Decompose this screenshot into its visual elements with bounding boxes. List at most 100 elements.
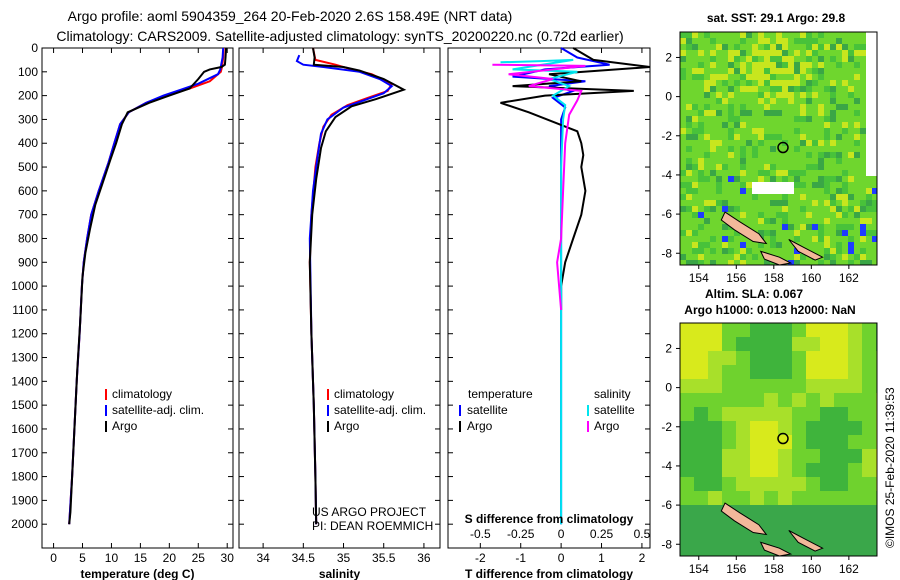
map-cell <box>860 122 867 129</box>
map-cell <box>722 242 729 249</box>
map-cell <box>740 110 747 117</box>
y-tick-label: 1300 <box>11 351 38 365</box>
map-cell <box>854 218 861 225</box>
map-cell <box>758 224 765 231</box>
map-cell <box>854 158 861 165</box>
map-cell <box>800 158 807 165</box>
map-cell <box>854 248 861 255</box>
map-cell <box>698 74 705 81</box>
map-cell <box>834 421 849 436</box>
x-tick-label: 10 <box>105 551 119 565</box>
map-cell <box>752 188 759 195</box>
map-cell <box>722 134 729 141</box>
map-cell <box>794 248 801 255</box>
map-cell <box>722 407 737 422</box>
map-cell <box>680 379 695 394</box>
map-cell <box>794 194 801 201</box>
map-cell <box>788 248 795 255</box>
map-cell <box>836 74 843 81</box>
map-cell <box>872 236 877 243</box>
map-cell <box>778 505 793 520</box>
map-cell <box>866 140 873 147</box>
map-cell <box>758 104 765 111</box>
map-cell <box>830 224 837 231</box>
map-cell <box>788 170 795 177</box>
map-cell <box>848 92 855 99</box>
map-cell <box>806 74 813 81</box>
map-cell <box>770 194 777 201</box>
map-cell <box>776 38 783 45</box>
map-cell <box>860 110 867 117</box>
map-cell <box>716 230 723 237</box>
map-cell <box>848 393 863 408</box>
map-cell <box>806 477 821 492</box>
x-tick-label: 25 <box>192 551 206 565</box>
map-cell <box>740 206 747 213</box>
map-cell <box>694 351 709 366</box>
map-cell <box>842 146 849 153</box>
map-cell <box>770 212 777 219</box>
map-cell <box>866 98 873 105</box>
map-cell <box>694 393 709 408</box>
map-cell <box>824 200 831 207</box>
map-cell <box>824 230 831 237</box>
map-cell <box>752 80 759 87</box>
map-cell <box>728 80 735 87</box>
map-cell <box>788 128 795 135</box>
map-cell <box>842 68 849 75</box>
map-cell <box>788 104 795 111</box>
map-cell <box>834 533 849 548</box>
map-cell <box>704 50 711 57</box>
map-cell <box>866 254 873 261</box>
map-cell <box>800 68 807 75</box>
map-cell <box>746 110 753 117</box>
map-cell <box>770 62 777 69</box>
map-cell <box>770 86 777 93</box>
map-cell <box>860 44 867 51</box>
map-cell <box>770 236 777 243</box>
map-cell <box>800 140 807 147</box>
map-cell <box>764 435 779 450</box>
map-cell <box>866 200 873 207</box>
map-cell <box>708 407 723 422</box>
map-cell <box>694 463 709 478</box>
map-cell <box>842 254 849 261</box>
map-cell <box>848 379 863 394</box>
map-cell <box>806 200 813 207</box>
map-cell <box>746 200 753 207</box>
x2-tick-label: 0.5 <box>634 527 651 541</box>
map-cell <box>694 505 709 520</box>
map-cell <box>834 519 849 534</box>
map-cell <box>794 206 801 213</box>
map-cell <box>824 128 831 135</box>
map-cell <box>680 224 687 231</box>
map-cell <box>806 188 813 195</box>
map-cell <box>800 182 807 189</box>
map-cell <box>818 116 825 123</box>
map-cell <box>776 194 783 201</box>
map-cell <box>818 170 825 177</box>
map-cell <box>836 236 843 243</box>
map-cell <box>734 68 741 75</box>
map-cell <box>722 158 729 165</box>
map-cell <box>860 158 867 165</box>
map-cell <box>734 62 741 69</box>
map-cell <box>854 98 861 105</box>
map-cell <box>830 62 837 69</box>
map-cell <box>836 110 843 117</box>
map-cell <box>824 212 831 219</box>
map-cell <box>794 110 801 117</box>
map-cell <box>806 435 821 450</box>
map-cell <box>758 218 765 225</box>
map-cell <box>836 38 843 45</box>
map-cell <box>764 128 771 135</box>
map-cell <box>686 68 693 75</box>
map-cell <box>872 32 877 39</box>
map-cell <box>812 140 819 147</box>
map-cell <box>848 128 855 135</box>
map-cell <box>848 194 855 201</box>
map-cell <box>800 254 807 261</box>
map-cell <box>716 62 723 69</box>
map-cell <box>736 421 751 436</box>
map-cell <box>788 158 795 165</box>
